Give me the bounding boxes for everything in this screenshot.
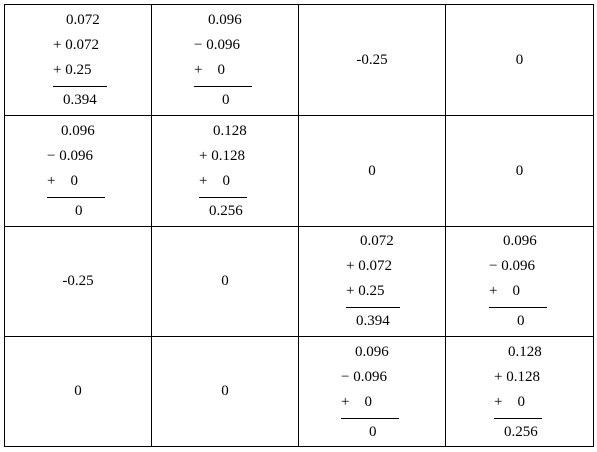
table-row: 0.096 − 0.096 + 0 0 0.128 + 0.128 + 0 0.…: [4, 115, 594, 227]
table-cell: 0: [445, 115, 594, 227]
table-cell: 0.096 − 0.096 + 0 0: [151, 4, 299, 116]
sum-rule: [494, 418, 542, 419]
table-row: 0 0 0.096 − 0.096 + 0 0 0.128 + 0.128 + …: [4, 336, 594, 447]
sum-rule: [199, 197, 247, 198]
sum-result: 0.394: [356, 313, 390, 329]
table-cell: -0.25: [4, 226, 152, 337]
addition-stack: 0.128 + 0.128 + 0 0.256: [446, 337, 593, 446]
sum-result: 0: [222, 92, 230, 108]
sum-result: 0.256: [504, 424, 538, 440]
operand-line: + 0.128: [199, 148, 245, 164]
sum-rule: [53, 86, 107, 87]
operand-line: + 0: [341, 394, 372, 410]
table-row: -0.25 0 0.072 + 0.072 + 0.25 0.394 0.096…: [4, 226, 594, 337]
table-cell: 0: [445, 4, 594, 116]
operand-line: − 0.096: [194, 37, 240, 53]
calculation-table: 0.072 + 0.072 + 0.25 0.394 0.096 − 0.096…: [4, 4, 594, 447]
operand-line: 0.096: [503, 233, 537, 249]
operand-line: + 0.072: [53, 37, 99, 53]
addition-stack: 0.128 + 0.128 + 0 0.256: [152, 116, 298, 226]
operand-line: + 0: [47, 173, 78, 189]
operand-line: 0.128: [508, 344, 542, 360]
addition-stack: 0.096 − 0.096 + 0 0: [152, 5, 298, 115]
sum-result: 0: [369, 424, 377, 440]
addition-stack: 0.072 + 0.072 + 0.25 0.394: [299, 227, 445, 336]
addition-stack: 0.096 − 0.096 + 0 0: [5, 116, 151, 226]
table-cell: 0: [151, 226, 299, 337]
sum-rule: [489, 307, 547, 308]
operand-line: + 0: [194, 62, 225, 78]
table-cell: 0: [4, 336, 152, 447]
operand-line: + 0: [494, 394, 525, 410]
operand-line: + 0: [199, 173, 230, 189]
operand-line: 0.072: [66, 12, 100, 28]
table-cell: 0.128 + 0.128 + 0 0.256: [445, 336, 594, 447]
sum-rule: [194, 86, 252, 87]
operand-line: + 0.25: [346, 283, 385, 299]
sum-result: 0.394: [63, 92, 97, 108]
sum-rule: [47, 197, 105, 198]
table-cell: 0: [151, 336, 299, 447]
addition-stack: 0.096 − 0.096 + 0 0: [299, 337, 445, 446]
operand-line: + 0.128: [494, 369, 540, 385]
sum-rule: [346, 307, 400, 308]
operand-line: − 0.096: [341, 369, 387, 385]
operand-line: − 0.096: [47, 148, 93, 164]
sum-result: 0: [75, 203, 83, 219]
operand-line: 0.128: [213, 123, 247, 139]
sum-rule: [341, 418, 399, 419]
operand-line: + 0.25: [53, 62, 92, 78]
table-cell: 0.072 + 0.072 + 0.25 0.394: [4, 4, 152, 116]
table-cell: 0.096 − 0.096 + 0 0: [298, 336, 446, 447]
table-cell: -0.25: [298, 4, 446, 116]
operand-line: 0.096: [355, 344, 389, 360]
operand-line: − 0.096: [489, 258, 535, 274]
sum-result: 0.256: [209, 203, 243, 219]
addition-stack: 0.096 − 0.096 + 0 0: [446, 227, 593, 336]
table-cell: 0.072 + 0.072 + 0.25 0.394: [298, 226, 446, 337]
table-row: 0.072 + 0.072 + 0.25 0.394 0.096 − 0.096…: [4, 4, 594, 116]
table-cell: 0.096 − 0.096 + 0 0: [4, 115, 152, 227]
table-cell: 0.096 − 0.096 + 0 0: [445, 226, 594, 337]
table-cell: 0: [298, 115, 446, 227]
operand-line: 0.072: [360, 233, 394, 249]
sum-result: 0: [517, 313, 525, 329]
table-cell: 0.128 + 0.128 + 0 0.256: [151, 115, 299, 227]
addition-stack: 0.072 + 0.072 + 0.25 0.394: [5, 5, 151, 115]
operand-line: + 0: [489, 283, 520, 299]
operand-line: 0.096: [61, 123, 95, 139]
operand-line: 0.096: [208, 12, 242, 28]
operand-line: + 0.072: [346, 258, 392, 274]
